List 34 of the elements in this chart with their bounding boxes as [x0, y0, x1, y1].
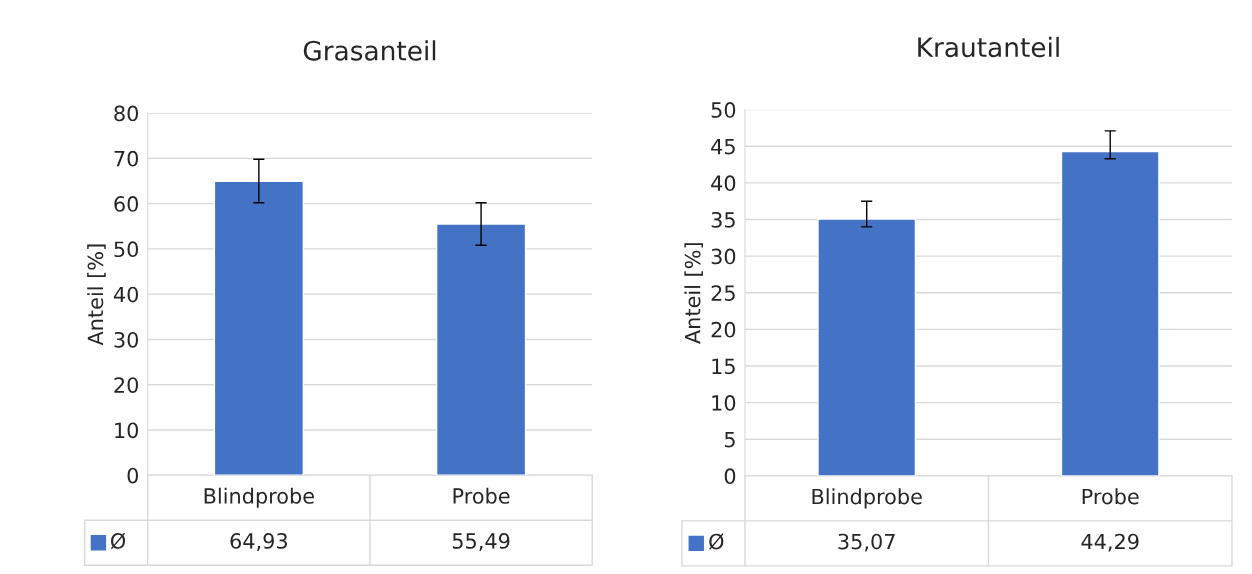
y-axis-title: Anteil [%] [87, 244, 106, 346]
y-tick-label: 10 [712, 395, 736, 411]
y-tick-label: 15 [712, 358, 735, 375]
y-tick-label: 35 [711, 211, 735, 228]
y-tick-label: 5 [724, 431, 735, 448]
y-tick-label: 40 [113, 286, 139, 303]
chart-title: Krautanteil [918, 36, 1059, 58]
y-tick-label: 40 [711, 175, 736, 192]
y-tick-label: 30 [711, 248, 736, 265]
x-tick-label: Blindprobe [204, 487, 314, 508]
y-tick-label: 30 [114, 331, 139, 348]
y-tick-label: 0 [724, 468, 736, 485]
x-tick-label: Blindprobe [812, 488, 922, 509]
y-tick-label: 60 [114, 196, 139, 212]
legend-label: Ø [709, 533, 724, 550]
y-tick-label: 20 [711, 321, 736, 338]
y-tick-label: 20 [114, 377, 139, 393]
x-tick-label: Probe [1082, 488, 1139, 505]
data-label: 35,07 [838, 533, 895, 552]
y-tick-label: 45 [711, 138, 735, 155]
y-tick-label: 80 [114, 105, 139, 122]
y-tick-label: 0 [127, 467, 139, 484]
data-label: 44,29 [1081, 533, 1139, 552]
y-tick-label: 70 [114, 150, 139, 167]
y-tick-label: 10 [115, 422, 139, 439]
y-axis-title: Anteil [%] [684, 243, 703, 344]
data-label: 55,49 [452, 533, 510, 551]
y-tick-label: 25 [711, 285, 735, 301]
data-label: 64,93 [230, 533, 287, 551]
y-tick-label: 50 [711, 102, 736, 118]
y-tick-label: 50 [114, 241, 139, 258]
chart-title: Grasanteil [303, 40, 436, 61]
legend-label: Ø [110, 532, 126, 550]
x-tick-label: Probe [453, 487, 510, 504]
